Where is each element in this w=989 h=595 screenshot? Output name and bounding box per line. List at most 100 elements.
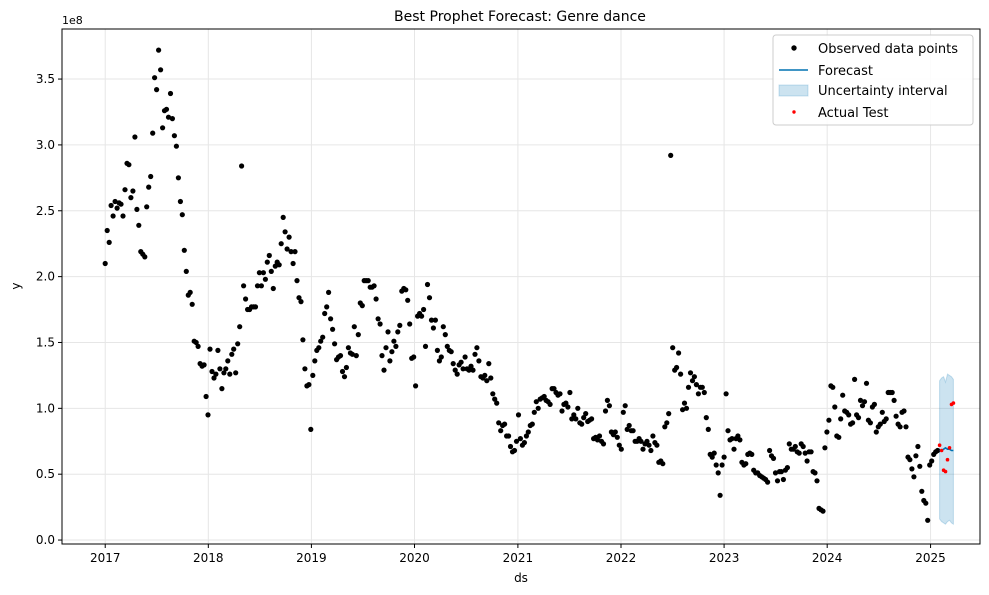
- observed-point: [237, 324, 243, 330]
- actual-test-point: [951, 401, 956, 405]
- observed-point: [840, 392, 846, 398]
- observed-point: [691, 374, 698, 380]
- observed-point: [676, 350, 682, 356]
- observed-point: [211, 375, 217, 381]
- observed-point: [717, 492, 723, 498]
- observed-point: [450, 361, 456, 367]
- observed-point: [515, 412, 522, 418]
- observed-point: [458, 359, 464, 365]
- observed-point: [498, 428, 504, 434]
- observed-point: [195, 343, 201, 349]
- observed-point: [395, 329, 401, 335]
- observed-point: [644, 438, 650, 444]
- observed-point: [227, 371, 233, 377]
- observed-point: [492, 396, 498, 402]
- observed-point: [233, 370, 239, 376]
- observed-point: [855, 415, 862, 421]
- y-tick-label: 1.0: [36, 401, 55, 415]
- observed-point: [462, 354, 468, 360]
- observed-point: [927, 462, 933, 468]
- observed-point: [326, 289, 332, 295]
- observed-point: [175, 175, 181, 181]
- legend-observed-label: Observed data points: [818, 42, 958, 57]
- y-tick-label: 0.0: [36, 533, 55, 547]
- observed-point: [616, 442, 622, 448]
- observed-point: [160, 125, 166, 131]
- observed-point: [436, 358, 442, 364]
- observed-point: [276, 262, 282, 268]
- observed-point: [219, 386, 225, 392]
- observed-point: [808, 449, 814, 455]
- observed-point: [935, 447, 941, 454]
- observed-point: [612, 429, 618, 435]
- observed-point: [231, 346, 237, 352]
- observed-point: [229, 351, 235, 357]
- observed-point: [488, 375, 494, 381]
- observed-point: [507, 443, 514, 450]
- observed-point: [674, 364, 680, 371]
- observed-point: [541, 393, 547, 400]
- observed-point: [620, 409, 626, 415]
- observed-point: [330, 326, 336, 332]
- observed-point: [907, 457, 913, 463]
- observed-point: [490, 391, 496, 397]
- grid-lines: [62, 29, 980, 544]
- observed-point: [454, 371, 460, 377]
- observed-point: [118, 201, 124, 207]
- observed-point: [262, 276, 268, 282]
- observed-point: [377, 321, 383, 327]
- observed-point: [618, 446, 624, 452]
- y-tick-label: 1.5: [36, 335, 55, 349]
- observed-point: [345, 345, 351, 351]
- observed-point: [650, 433, 656, 439]
- x-tick-label: 2023: [709, 551, 740, 565]
- observed-point: [472, 351, 478, 357]
- observed-point: [426, 295, 433, 301]
- observed-point: [867, 420, 874, 426]
- observed-point: [824, 429, 830, 435]
- observed-point: [217, 366, 223, 372]
- observed-point: [126, 162, 132, 168]
- observed-point: [846, 412, 852, 418]
- observed-point: [871, 401, 878, 407]
- observed-point: [614, 434, 620, 440]
- observed-point: [622, 403, 628, 409]
- observed-point: [320, 334, 326, 340]
- observed-point: [893, 413, 899, 419]
- observed-point: [573, 416, 579, 422]
- observed-point: [486, 361, 492, 367]
- y-tick-label: 3.5: [36, 72, 55, 86]
- observed-point: [877, 421, 883, 427]
- observed-point: [128, 195, 134, 201]
- observed-point: [859, 403, 866, 409]
- legend-actual-label: Actual Test: [818, 106, 888, 121]
- observed-point: [397, 322, 403, 328]
- observed-point: [452, 367, 458, 373]
- observed-point: [411, 354, 417, 360]
- observed-point: [430, 325, 436, 331]
- observed-point: [919, 488, 925, 494]
- observed-point: [306, 382, 312, 388]
- observed-point: [830, 384, 836, 390]
- observed-point: [685, 384, 692, 390]
- observed-point: [891, 397, 897, 403]
- observed-point: [163, 106, 170, 112]
- observed-point: [288, 249, 294, 255]
- actual-test-point: [943, 469, 948, 474]
- observed-point: [272, 263, 278, 269]
- observed-point: [772, 470, 779, 476]
- observed-point: [424, 281, 431, 288]
- y-tick-label: 3.0: [36, 138, 55, 152]
- observed-point: [252, 304, 259, 310]
- actual-test-point: [945, 457, 950, 462]
- observed-point: [474, 345, 480, 351]
- observed-point: [428, 317, 435, 323]
- observed-point: [419, 313, 425, 319]
- observed-point: [112, 198, 118, 205]
- observed-point: [193, 339, 199, 346]
- observed-point: [594, 437, 601, 443]
- observed-point: [324, 304, 330, 310]
- observed-point: [391, 338, 397, 344]
- y-tick-label: 2.5: [36, 204, 55, 218]
